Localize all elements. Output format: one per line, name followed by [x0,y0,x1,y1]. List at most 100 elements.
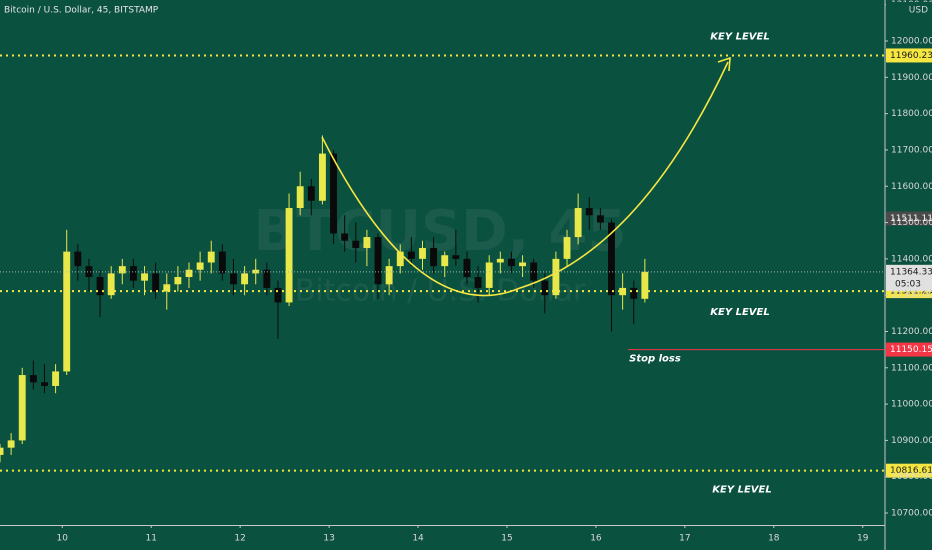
candle-body [129,266,137,281]
candle-body [96,277,104,296]
candle-body [0,447,4,455]
candle-body [585,208,593,216]
level-price-label: 11960.23 [890,51,932,61]
candle-body [85,266,93,278]
candle-body [52,371,60,386]
candle-body [619,287,627,296]
candle-body [430,247,438,267]
currency-label: USD [909,6,928,16]
watermark: BTCUSD, 45 [254,199,627,264]
price-marker-label: 11511.11 [890,214,932,224]
level-note: KEY LEVEL [710,31,769,42]
level-price-label: 10816.61 [890,466,932,476]
candle-body [285,208,293,303]
arrow-head [717,56,731,72]
level-note: KEY LEVEL [712,485,771,496]
candle-body [185,269,193,278]
candle-body [596,215,604,223]
chart-title: Bitcoin / U.S. Dollar, 45, BITSTAMP [4,6,159,16]
y-tick-label: 11900.00 [891,73,932,83]
level-price-bg [886,48,932,63]
y-tick-label: 11400.00 [891,254,932,264]
currency-bg [886,2,932,16]
candle-body [530,262,538,281]
candle-body [263,269,271,288]
level-price-label: 11150.15 [890,345,932,355]
candle-body [474,277,482,288]
candle-body [352,240,360,248]
candle-body [507,258,515,267]
y-tick-label: 11600.00 [891,182,932,192]
y-tick-label: 10900.00 [891,436,932,446]
candle-body [330,153,337,234]
x-tick-label: 12 [234,534,245,544]
cup-curve [321,61,729,297]
y-tick-label: 10800.00 [891,472,932,482]
level-note: Stop loss [629,354,681,365]
candle-body [463,258,471,278]
candle-body [641,271,649,299]
candle-body [152,273,160,292]
y-tick-label: 11700.00 [891,145,932,155]
candle-body [118,266,126,274]
candle-body [63,251,71,372]
candle-body [563,237,571,259]
candle-body [141,273,148,281]
x-tick-label: 10 [57,534,69,544]
x-tick-label: 19 [857,534,869,544]
candle-body [452,255,460,259]
candle-body [374,237,382,285]
y-tick-label: 11300.00 [891,291,932,301]
countdown-label: 05:03 [895,279,921,289]
candle-body [519,262,526,267]
y-tick-label: 11500.00 [891,218,932,228]
candle-body [218,251,226,274]
price-marker-bg [886,211,932,226]
candle-body [318,153,326,201]
candle-body [407,251,415,259]
x-tick-label: 16 [590,534,602,544]
x-tick-label: 15 [501,534,512,544]
y-tick-label: 12000.00 [891,37,932,47]
x-tick-label: 18 [768,534,780,544]
candle-body [396,251,404,267]
candle-body [207,251,215,263]
candle-body [363,237,371,248]
y-tick-label: 11000.00 [891,400,932,410]
candle-body [163,284,171,292]
candle-body [296,186,304,209]
candle-body [552,258,560,296]
x-tick-label: 17 [679,534,690,544]
candle-body [7,440,15,448]
candle-body [174,277,182,285]
candle-body [419,247,426,259]
candle-body [385,266,393,285]
y-tick-label: 10700.00 [891,509,932,519]
candle-body [341,233,349,241]
candle-body [307,186,315,201]
level-price-bg [886,342,932,357]
candle-body [485,262,493,288]
candle-body [630,287,638,299]
candle-body [74,251,82,267]
candle-body [496,258,504,263]
candle-body [230,273,237,285]
candle-body [241,273,249,285]
x-tick-label: 14 [412,534,424,544]
candle-body [274,287,282,303]
y-tick-label: 11800.00 [891,109,932,119]
overlay: KEY LEVEL 11960.23 KEY LEVEL 11311.23 KEY LE… [0,31,932,496]
candle-body [574,208,582,238]
candle-body [196,262,204,270]
last-price-bg [886,264,932,291]
y-tick-label: 11100.00 [891,363,932,373]
candle-body [18,375,26,441]
candle-body [41,382,48,386]
candle-body [441,255,449,267]
level-note: KEY LEVEL [710,307,769,318]
candle-body [541,280,549,296]
y-tick-label: 11200.00 [891,327,932,337]
candle-body [107,273,115,296]
